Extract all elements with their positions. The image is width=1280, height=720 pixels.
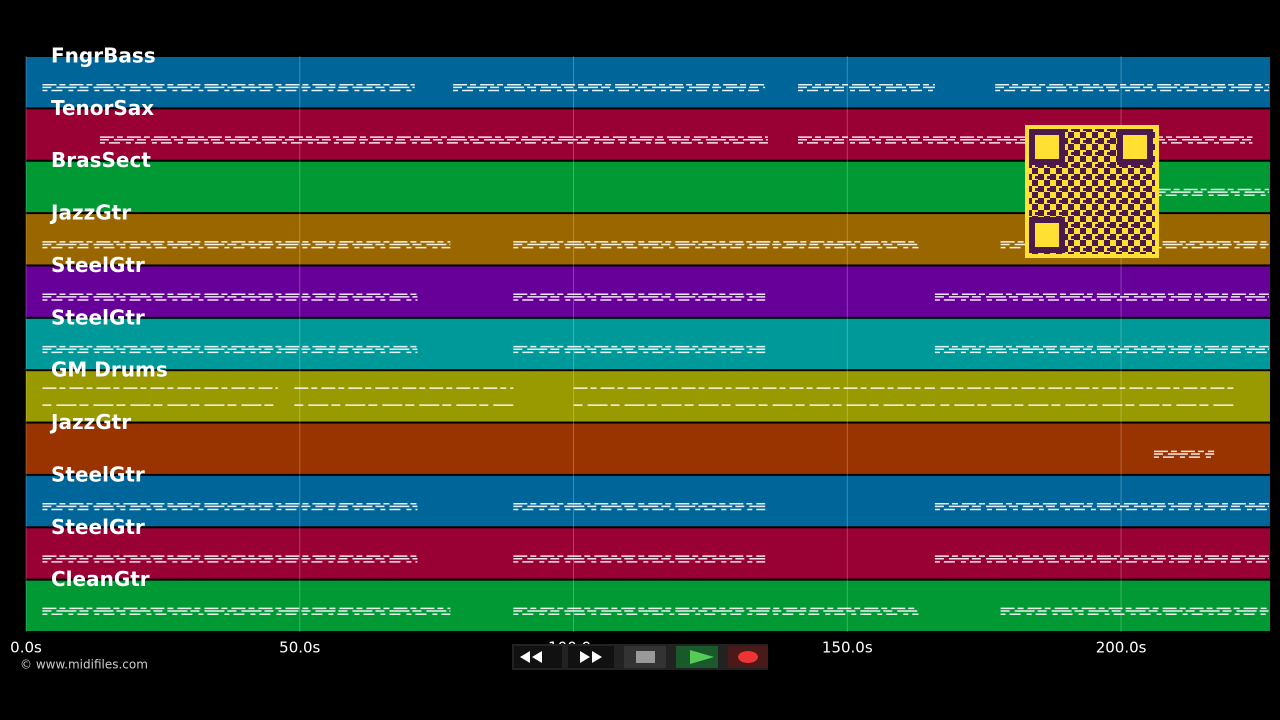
transport-controls — [512, 644, 768, 670]
track-band — [26, 423, 1270, 474]
x-tick-label: 0.0s — [10, 639, 42, 657]
track-name: GM Drums — [51, 358, 168, 382]
track — [26, 57, 1270, 108]
track-name: SteelGtr — [51, 462, 145, 486]
track-band — [26, 266, 1270, 317]
track-name: CleanGtr — [51, 567, 150, 591]
qr-finder — [1117, 129, 1153, 165]
track-name: JazzGtr — [49, 201, 131, 225]
forward-button[interactable] — [568, 646, 614, 668]
record-button[interactable] — [728, 646, 768, 668]
track-band — [26, 580, 1270, 631]
track-band — [26, 528, 1270, 579]
track-name: JazzGtr — [49, 410, 131, 434]
qr-finder — [1029, 217, 1065, 253]
track — [26, 318, 1270, 370]
track-name: SteelGtr — [51, 305, 145, 329]
track — [26, 580, 1270, 631]
qr-finder — [1029, 129, 1065, 165]
qr-code — [1025, 125, 1159, 258]
track-band — [26, 371, 1270, 422]
track-band — [26, 57, 1270, 108]
x-tick-label: 50.0s — [279, 639, 320, 657]
stop-button[interactable] — [624, 646, 666, 668]
track-band — [26, 318, 1270, 370]
track-name: FngrBass — [51, 44, 156, 68]
track — [26, 528, 1270, 579]
track-name: TenorSax — [51, 96, 154, 120]
track — [26, 371, 1270, 422]
track-name: BrasSect — [51, 148, 151, 172]
x-tick-label: 200.0s — [1096, 639, 1147, 657]
x-tick-label: 150.0s — [822, 639, 873, 657]
play-button[interactable] — [676, 646, 718, 668]
track — [26, 423, 1270, 474]
track — [26, 475, 1270, 527]
track — [26, 266, 1270, 317]
track-name: SteelGtr — [51, 515, 145, 539]
copyright: © www.midifiles.com — [20, 658, 148, 672]
track-name: SteelGtr — [51, 253, 145, 277]
track-band — [26, 475, 1270, 527]
rewind-button[interactable] — [514, 646, 562, 668]
